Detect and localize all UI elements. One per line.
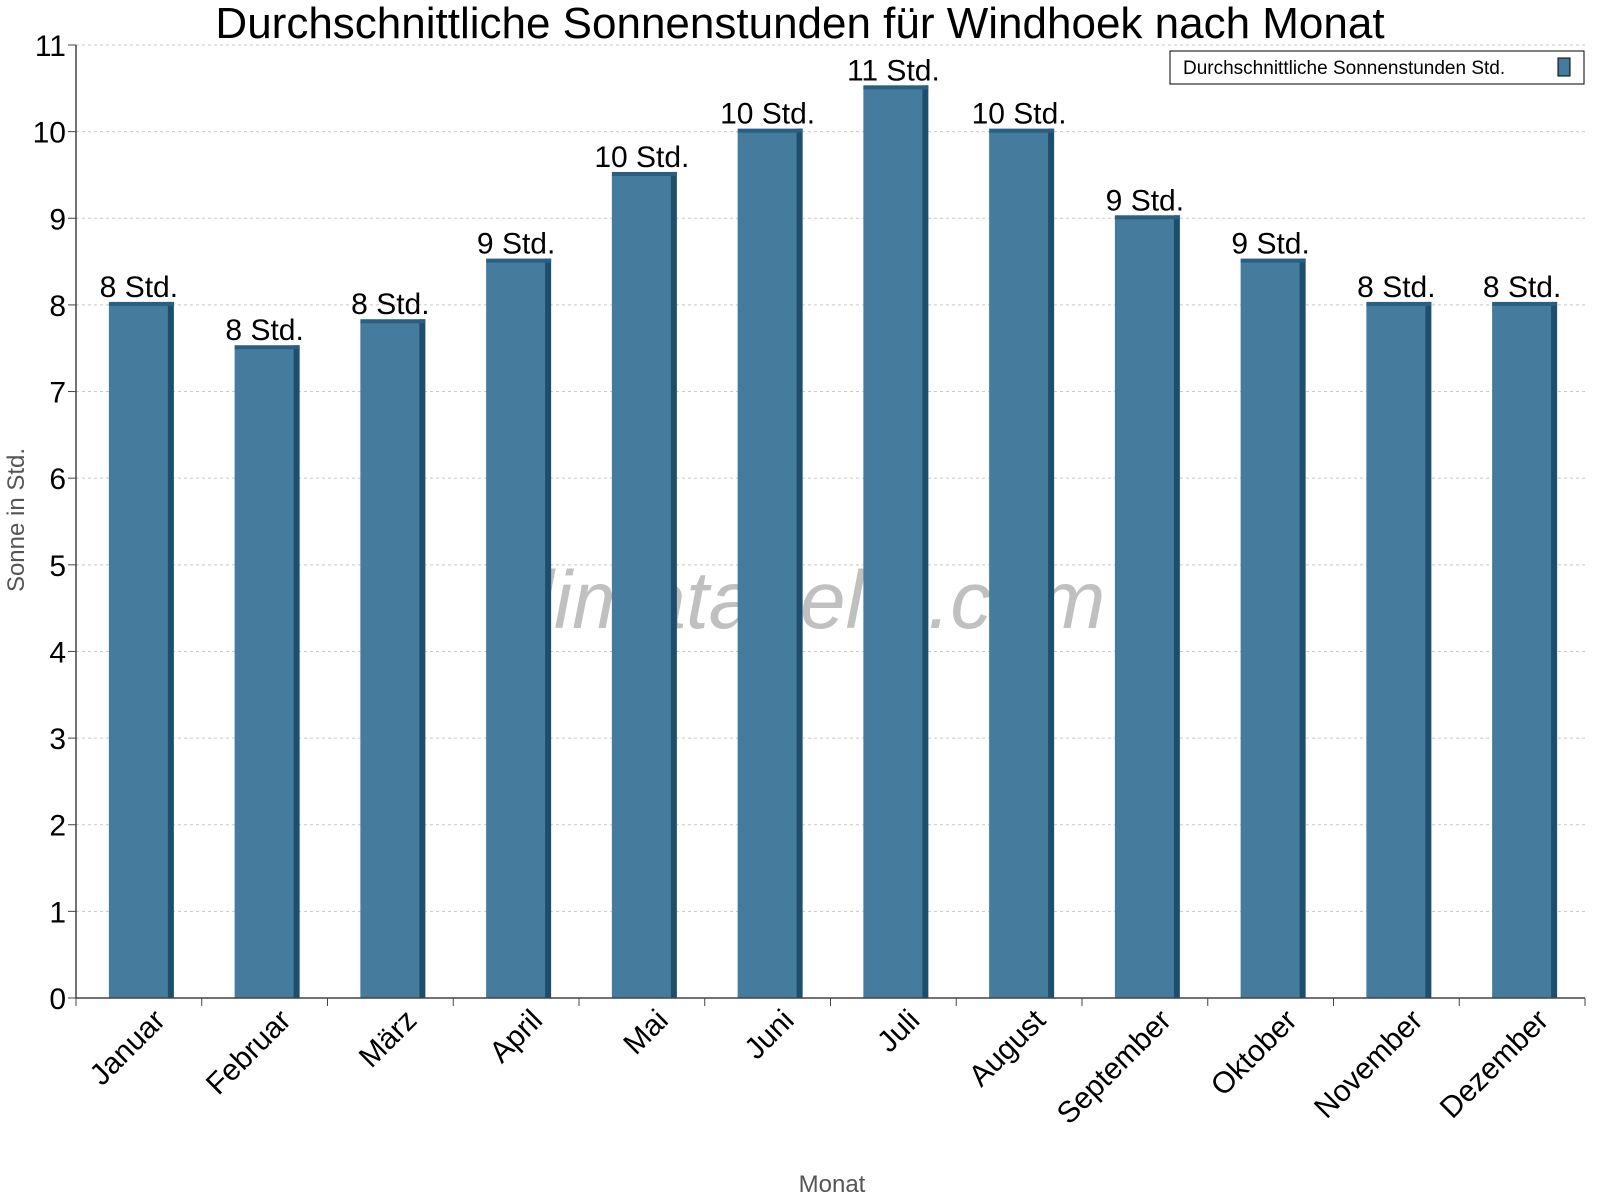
bar-side <box>293 345 300 998</box>
bar-data-label: 8 Std. <box>100 271 178 304</box>
bar <box>486 261 547 998</box>
bars <box>108 85 1558 999</box>
axes <box>68 44 1586 1006</box>
y-tick-label: 9 <box>49 203 66 236</box>
bar <box>108 304 169 999</box>
bar <box>863 88 924 999</box>
bar-data-label: 11 Std. <box>847 54 940 87</box>
bar-side <box>167 301 174 999</box>
bar-side <box>670 171 677 999</box>
bar-top <box>486 258 552 263</box>
y-tick-label: 4 <box>49 636 66 669</box>
y-tick-label: 6 <box>49 463 66 496</box>
y-tick-label: 11 <box>35 30 66 63</box>
bar-top <box>108 301 174 306</box>
bar-side <box>922 85 929 999</box>
x-axis-label: Monat <box>799 1171 866 1198</box>
bar-data-label: 8 Std. <box>1483 271 1561 304</box>
bar-side <box>1425 301 1432 999</box>
bar <box>611 174 672 999</box>
y-tick-label: 0 <box>49 983 66 1016</box>
y-tick-label: 2 <box>49 810 66 843</box>
y-tick-label: 7 <box>49 377 66 410</box>
bar-data-label: 8 Std. <box>225 314 303 347</box>
bar-top <box>611 171 677 176</box>
y-tick-labels: 0 1 2 3 4 5 6 7 8 9 10 11 <box>33 30 66 1016</box>
bar-data-label: 8 Std. <box>351 288 429 321</box>
bar-data-label: 8 Std. <box>1357 271 1435 304</box>
bar-side <box>545 258 552 998</box>
bar <box>360 322 421 999</box>
bar-top <box>989 128 1055 133</box>
bar-side <box>1299 258 1306 998</box>
bar-top <box>863 85 929 90</box>
bar <box>737 131 798 999</box>
bar-data-label: 9 Std. <box>1231 228 1309 261</box>
bar <box>1114 218 1175 999</box>
bar-data-label: 10 Std. <box>720 98 815 131</box>
legend-series-label: Durchschnittliche Sonnenstunden Std. <box>1183 58 1505 79</box>
chart-title: Durchschnittliche Sonnenstunden für Wind… <box>215 0 1384 48</box>
bar <box>1240 261 1301 998</box>
bar-top <box>1240 258 1306 263</box>
bar <box>234 348 295 998</box>
bar-top <box>1492 301 1558 306</box>
legend-swatch <box>1557 57 1571 77</box>
bar-side <box>796 128 803 999</box>
bar-top <box>737 128 803 133</box>
bar-top <box>1366 301 1432 306</box>
y-axis-label: Sonne in Std. <box>3 448 30 592</box>
y-tick-label: 10 <box>33 117 66 150</box>
y-tick-label: 1 <box>49 896 66 929</box>
bar <box>989 131 1050 999</box>
bar-side <box>1048 128 1055 999</box>
bar-top <box>234 345 300 350</box>
bar-data-label: 9 Std. <box>1106 184 1184 217</box>
bar-top <box>360 319 426 324</box>
bar-top <box>1114 215 1180 220</box>
bar-side <box>1551 301 1558 999</box>
legend-box <box>1169 50 1585 85</box>
y-tick-label: 3 <box>49 723 66 756</box>
bar <box>1492 304 1553 999</box>
data-labels: 8 Std. 8 Std. 8 Std. 9 Std. 10 Std. 10 Std. 11… <box>100 54 1562 347</box>
legend: Durchschnittliche Sonnenstunden Std. <box>1169 50 1585 85</box>
bar <box>1366 304 1427 999</box>
bar-data-label: 10 Std. <box>594 141 689 174</box>
bar-side <box>419 319 426 999</box>
bar-data-label: 10 Std. <box>972 98 1067 131</box>
y-tick-label: 8 <box>49 290 66 323</box>
bar-data-label: 9 Std. <box>477 228 555 261</box>
y-tick-label: 5 <box>49 550 66 583</box>
bar-side <box>1173 215 1180 999</box>
